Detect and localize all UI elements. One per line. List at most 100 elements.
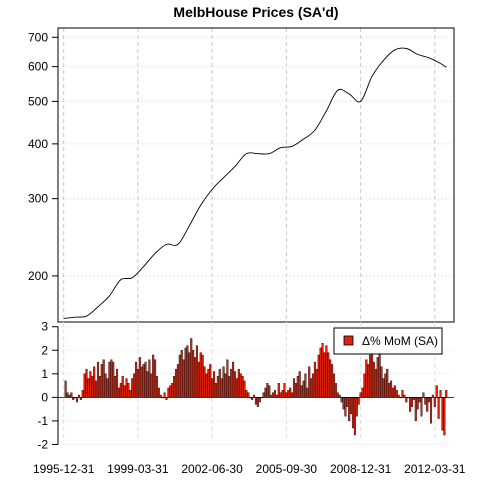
change-bar xyxy=(243,380,246,398)
change-bar xyxy=(125,378,128,398)
change-bar xyxy=(83,373,86,398)
change-bar xyxy=(114,375,117,398)
change-y-tick-label: -2 xyxy=(37,437,48,451)
change-bar xyxy=(121,375,124,398)
change-bar xyxy=(285,392,288,398)
change-bar xyxy=(148,359,151,398)
change-bar xyxy=(129,390,132,398)
change-bar xyxy=(319,347,322,398)
change-bar xyxy=(152,354,155,398)
change-bar xyxy=(254,397,257,405)
change-bar xyxy=(123,385,126,398)
change-bar xyxy=(135,361,138,398)
change-bar xyxy=(439,390,442,398)
change-bar xyxy=(96,361,100,398)
price-series-line xyxy=(63,47,447,319)
change-bar xyxy=(66,392,69,398)
legend: Δ% MoM (SA) xyxy=(333,327,443,355)
change-bar xyxy=(355,397,358,417)
date-tick-label: 2012-03-31 xyxy=(404,462,466,476)
change-bar xyxy=(167,387,170,398)
price-y-tick-label: 200 xyxy=(28,269,48,283)
change-bar xyxy=(211,378,214,398)
change-bar xyxy=(104,373,107,398)
change-bar xyxy=(224,373,227,398)
change-bar xyxy=(190,338,193,398)
change-bar xyxy=(188,352,191,398)
change-bar xyxy=(142,364,145,398)
change-bar xyxy=(98,375,101,398)
change-bar xyxy=(346,397,349,407)
change-bar xyxy=(102,359,105,398)
change-bar xyxy=(262,392,265,398)
change-bar xyxy=(230,368,233,398)
change-bar xyxy=(155,375,159,398)
change-bar xyxy=(384,373,387,398)
change-bar xyxy=(317,354,320,398)
change-y-tick-label: 1 xyxy=(41,367,48,381)
change-bar xyxy=(237,368,240,398)
legend-swatch xyxy=(343,335,354,346)
change-bar xyxy=(173,375,176,398)
change-bar xyxy=(140,366,143,398)
change-y-tick-label: 3 xyxy=(41,320,48,334)
change-bar xyxy=(342,397,345,410)
change-bar xyxy=(321,343,324,398)
change-bar xyxy=(245,390,248,398)
change-bar xyxy=(256,397,259,407)
change-bar xyxy=(395,390,398,398)
change-bar xyxy=(222,366,225,398)
change-bar xyxy=(429,397,433,424)
change-bar xyxy=(268,385,271,398)
change-bar xyxy=(150,373,153,398)
change-bar xyxy=(388,383,391,398)
price-panel: 200 300 400 500 600 700 xyxy=(28,27,455,323)
change-y-tick-label: -1 xyxy=(37,414,48,428)
change-bar xyxy=(218,368,221,398)
change-bar xyxy=(327,352,330,398)
change-bar xyxy=(292,378,296,398)
change-bar xyxy=(233,371,237,398)
change-bar xyxy=(228,375,231,398)
change-bar xyxy=(232,361,235,398)
change-bar xyxy=(409,397,412,412)
change-bar xyxy=(131,378,134,398)
change-bar xyxy=(315,368,318,398)
price-y-tick-label: 400 xyxy=(28,137,48,151)
change-bar xyxy=(136,368,139,398)
change-bar xyxy=(87,378,90,398)
change-bar xyxy=(374,368,377,398)
change-bar xyxy=(428,397,431,403)
change-bar xyxy=(323,352,326,398)
change-bar xyxy=(144,361,147,398)
change-bar xyxy=(184,347,187,398)
change-bar xyxy=(220,378,223,398)
change-bar xyxy=(344,397,347,417)
change-bar xyxy=(422,392,425,398)
change-bar xyxy=(174,368,178,398)
change-bar xyxy=(119,383,122,398)
change-bar xyxy=(138,357,141,398)
change-bar xyxy=(386,368,389,398)
change-bar xyxy=(311,373,315,398)
price-y-axis: 200 300 400 500 600 700 xyxy=(28,30,59,283)
change-bar xyxy=(178,354,181,398)
change-bar xyxy=(296,375,299,398)
change-bar xyxy=(391,387,394,398)
change-bar xyxy=(287,390,290,398)
change-bar xyxy=(300,385,303,398)
change-bar xyxy=(195,345,198,398)
change-bar xyxy=(437,397,440,419)
change-bar xyxy=(70,392,73,398)
change-bar xyxy=(213,371,216,398)
change-bar xyxy=(127,383,130,398)
change-bar xyxy=(426,397,429,412)
change-bar xyxy=(85,368,88,398)
change-bar xyxy=(289,387,292,398)
change-bar xyxy=(298,371,301,398)
change-bar xyxy=(441,397,444,431)
price-panel-frame xyxy=(57,27,455,323)
change-bar xyxy=(281,390,284,398)
